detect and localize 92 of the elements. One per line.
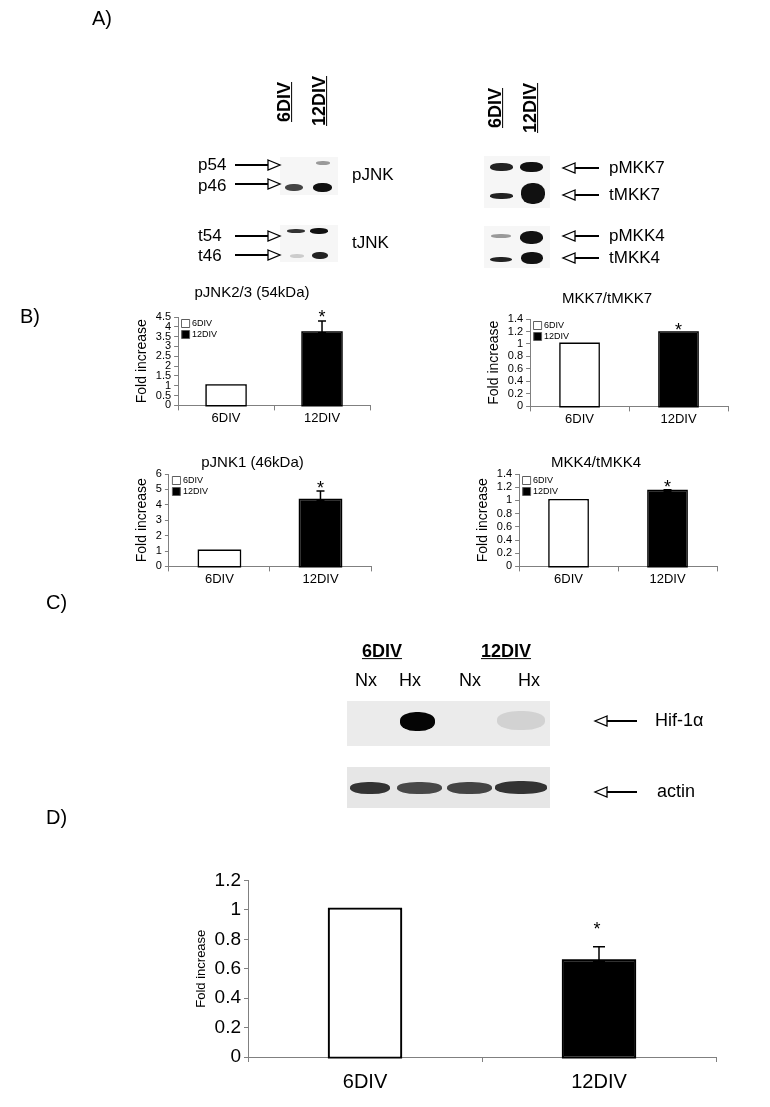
y-tick-label: 0.5 xyxy=(155,388,172,401)
y-tick-label: 1.2 xyxy=(496,480,513,493)
y-tick-label: 0.6 xyxy=(214,956,242,978)
legend-label: 12DIV xyxy=(192,328,218,339)
x-tick-label: 12DIV xyxy=(303,409,341,425)
text: 6DIV xyxy=(274,81,295,123)
chart-title: pJNK1 (46kDa) xyxy=(201,453,304,471)
text: tJNK xyxy=(352,232,389,253)
y-tick-label: 1.2 xyxy=(214,868,242,890)
y-tick-label: 0.4 xyxy=(214,986,242,1008)
text: Nx xyxy=(355,670,377,691)
x-tick-label: 6DIV xyxy=(211,409,241,425)
y-tick-label: 0 xyxy=(164,398,172,411)
y-tick-label: 5 xyxy=(155,482,162,495)
text: C) xyxy=(46,591,68,613)
y-tick-label: 0.6 xyxy=(507,361,524,374)
y-tick-label: 2 xyxy=(155,528,162,541)
legend-label: 6DIV xyxy=(182,474,203,485)
text: pMKK7 xyxy=(609,157,665,178)
text: t54 xyxy=(198,225,222,246)
text: t46 xyxy=(198,245,222,266)
text: 12DIV xyxy=(309,75,330,127)
text: p46 xyxy=(198,175,227,196)
text: pJNK xyxy=(352,164,394,185)
y-axis-title: Fold increase xyxy=(485,320,502,405)
text: Hx xyxy=(518,670,540,691)
y-tick-label: 0 xyxy=(505,559,513,572)
text: tMKK4 xyxy=(609,247,661,268)
y-tick-label: 4 xyxy=(155,497,162,510)
y-tick-label: 0 xyxy=(516,399,524,412)
y-axis-title: Fold increase xyxy=(474,477,491,563)
x-tick-label: 6DIV xyxy=(554,570,584,586)
chart-title: MKK4/tMKK4 xyxy=(550,453,642,471)
text: Hx xyxy=(399,670,421,691)
y-tick-label: 6 xyxy=(155,467,162,480)
text: tMKK7 xyxy=(609,184,661,205)
y-tick-label: 1.4 xyxy=(496,467,513,480)
text: 6DIV xyxy=(485,87,506,129)
text: Hif-1α xyxy=(655,710,704,731)
annotation: * xyxy=(316,477,324,498)
text: 12DIV xyxy=(480,641,532,662)
y-tick-label: 0 xyxy=(155,559,162,572)
y-tick-label: 0.4 xyxy=(507,374,524,387)
y-tick-label: 1.2 xyxy=(507,324,524,337)
y-tick-label: 0.2 xyxy=(507,386,524,399)
y-tick-label: 1 xyxy=(516,337,524,349)
x-tick-label: 6DIV xyxy=(565,410,595,426)
y-tick-label: 1 xyxy=(164,378,172,391)
y-tick-label: 0 xyxy=(230,1045,242,1067)
y-axis-title: Fold increase xyxy=(133,477,150,563)
legend-label: 12DIV xyxy=(533,485,559,496)
y-tick-label: 3 xyxy=(155,513,162,526)
x-tick-label: 12DIV xyxy=(660,410,697,426)
legend-label: 6DIV xyxy=(192,317,213,328)
y-axis-title: Fold increase xyxy=(133,318,150,404)
annotation: * xyxy=(664,476,672,497)
y-tick-label: 1 xyxy=(505,493,513,506)
y-tick-label: 0.2 xyxy=(496,546,513,559)
text: pMKK4 xyxy=(609,225,665,246)
text: 12DIV xyxy=(520,82,541,134)
text: 6DIV xyxy=(361,641,403,662)
y-axis-title: Fold increase xyxy=(193,929,209,1008)
y-tick-label: 3.5 xyxy=(155,329,172,342)
x-tick-label: 12DIV xyxy=(649,570,686,586)
legend-label: 12DIV xyxy=(182,485,208,496)
y-tick-label: 1.4 xyxy=(507,312,524,325)
text: p54 xyxy=(198,154,227,175)
text: B) xyxy=(20,305,40,327)
annotation: * xyxy=(675,319,683,340)
legend-label: 6DIV xyxy=(533,474,554,485)
text: D) xyxy=(46,806,68,828)
legend-label: 6DIV xyxy=(544,319,565,330)
text: actin xyxy=(657,781,696,802)
y-tick-label: 3 xyxy=(164,339,172,352)
y-tick-label: 0.6 xyxy=(496,519,513,532)
y-tick-label: 1 xyxy=(230,898,242,920)
y-tick-label: 0.8 xyxy=(496,506,513,519)
y-tick-label: 0.8 xyxy=(214,927,242,949)
y-tick-label: 0.8 xyxy=(507,349,524,362)
y-tick-label: 1 xyxy=(155,544,162,557)
text: Nx xyxy=(459,670,481,691)
chart-title: MKK7/tMKK7 xyxy=(561,289,653,307)
y-tick-label: 0.2 xyxy=(214,1015,242,1037)
chart-title: pJNK2/3 (54kDa) xyxy=(194,283,310,301)
legend-label: 12DIV xyxy=(544,330,570,341)
y-tick-label: 0.4 xyxy=(496,533,513,546)
annotation: * xyxy=(318,306,326,327)
x-tick-label: 6DIV xyxy=(204,570,235,586)
annotation: * xyxy=(593,919,601,940)
text: A) xyxy=(92,7,112,29)
x-tick-label: 12DIV xyxy=(302,570,339,586)
y-tick-label: 2.5 xyxy=(155,349,172,362)
